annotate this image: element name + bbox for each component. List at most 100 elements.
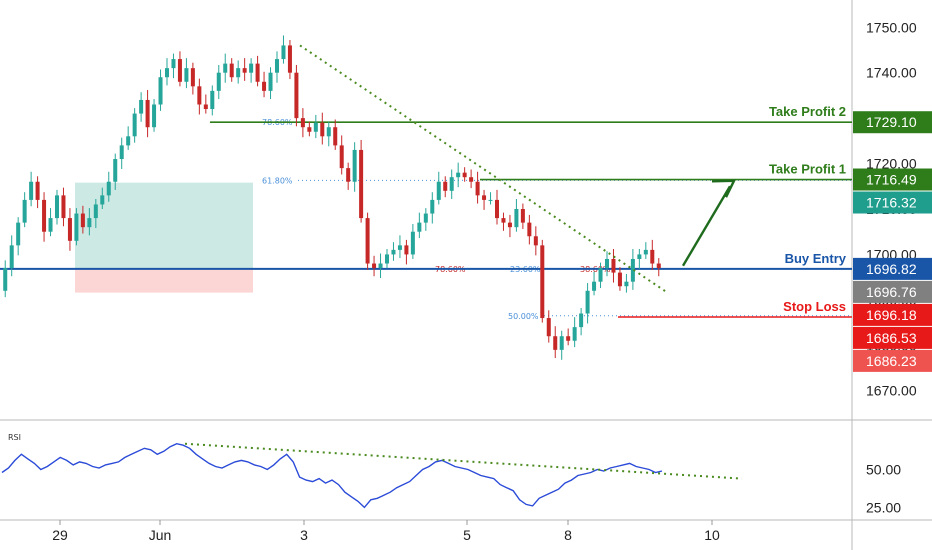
candle-body — [592, 281, 597, 291]
candle-body — [417, 222, 422, 232]
candle-body — [249, 63, 254, 73]
candle-body — [359, 149, 364, 219]
price-tick-label: 1750.00 — [866, 19, 917, 35]
candle-body — [74, 213, 79, 241]
candle-body — [300, 118, 305, 128]
time-tick-label: Jun — [149, 527, 172, 543]
level-label: Stop Loss — [783, 299, 846, 314]
candle-body — [514, 209, 519, 228]
candle-body — [16, 222, 21, 246]
candle-body — [643, 249, 648, 255]
candle-body — [604, 258, 610, 269]
rsi-tick-label: 25.00 — [866, 499, 901, 515]
candle-body — [9, 245, 14, 269]
candle-body — [48, 218, 53, 232]
candle-body — [242, 68, 247, 73]
candle-body — [80, 213, 85, 228]
candle-body — [559, 336, 564, 350]
price-badge — [853, 168, 932, 191]
candle-body — [585, 290, 590, 314]
candle-body — [397, 245, 402, 250]
candle-body — [494, 199, 500, 219]
price-badge-label: 1696.82 — [866, 261, 917, 277]
candle-body — [566, 336, 571, 341]
candle-body — [579, 313, 584, 328]
candle-body — [384, 254, 390, 264]
candle-body — [533, 236, 538, 246]
candle-body — [624, 281, 629, 287]
fib-label: 61.80% — [262, 176, 293, 185]
candle-body — [443, 181, 448, 191]
candle-body — [598, 268, 603, 282]
price-badge-label: 1696.76 — [866, 284, 917, 300]
candle-body — [190, 68, 195, 87]
projection-arrowhead — [711, 179, 736, 198]
candle-body — [430, 199, 435, 214]
candle-body — [100, 195, 105, 205]
candle-body — [410, 231, 415, 255]
candle-body — [313, 122, 318, 132]
time-tick-label: 5 — [463, 527, 471, 543]
price-tick-label: 1740.00 — [866, 65, 917, 81]
candle-body — [326, 127, 331, 137]
candle-body — [152, 104, 157, 128]
candle-body — [255, 63, 260, 82]
candle-body — [501, 218, 506, 223]
candle-body — [203, 104, 208, 110]
candle-body — [540, 245, 545, 319]
risk-zone — [75, 268, 253, 293]
price-badge-label: 1729.10 — [866, 114, 917, 130]
fib-label: 50.00% — [508, 312, 539, 321]
candle-body — [164, 68, 170, 78]
candle-body — [507, 222, 512, 228]
candle-body — [171, 59, 176, 69]
price-tick-label: 1670.00 — [866, 383, 917, 399]
candle-body — [572, 327, 577, 341]
candle-body — [462, 172, 467, 178]
candle-body — [307, 127, 312, 132]
price-badge — [853, 349, 932, 372]
candle-body — [449, 177, 454, 191]
candle-body — [520, 209, 525, 223]
candle-body — [184, 68, 189, 82]
price-badge-label: 1716.49 — [866, 172, 917, 188]
candle-body — [145, 99, 150, 128]
rsi-label: RSI — [8, 433, 21, 442]
candle-body — [132, 113, 137, 137]
price-badge-label: 1686.23 — [866, 353, 917, 369]
candle-body — [372, 263, 377, 269]
rsi-line — [1, 442, 663, 509]
candle-body — [611, 258, 616, 273]
time-tick-label: 3 — [300, 527, 308, 543]
candle-body — [236, 68, 241, 78]
time-tick-label: 10 — [704, 527, 720, 543]
candle-body — [294, 72, 299, 119]
candle-body — [339, 145, 344, 169]
candle-body — [67, 218, 72, 241]
candle-body — [29, 181, 34, 200]
candle-body — [126, 136, 131, 146]
candle-body — [287, 45, 292, 73]
candle-body — [488, 199, 493, 201]
candle-body — [436, 181, 441, 200]
price-badge-label: 1686.53 — [866, 330, 917, 346]
candle-body — [281, 45, 286, 60]
candle-body — [333, 127, 338, 146]
candle-body — [617, 272, 622, 287]
candle-body — [35, 181, 40, 200]
candle-body — [177, 59, 182, 82]
price-badge — [853, 257, 932, 280]
candle-body — [365, 218, 370, 264]
candle-body — [482, 195, 487, 200]
price-badge — [853, 111, 932, 134]
candle-body — [3, 268, 8, 291]
time-tick-label: 8 — [564, 527, 572, 543]
candle-body — [637, 254, 642, 259]
descending-trendline — [299, 44, 669, 294]
projection-arrow-line — [681, 185, 732, 267]
price-badge-label: 1716.32 — [866, 195, 917, 211]
candle-body — [158, 77, 163, 105]
price-badge — [853, 326, 932, 349]
